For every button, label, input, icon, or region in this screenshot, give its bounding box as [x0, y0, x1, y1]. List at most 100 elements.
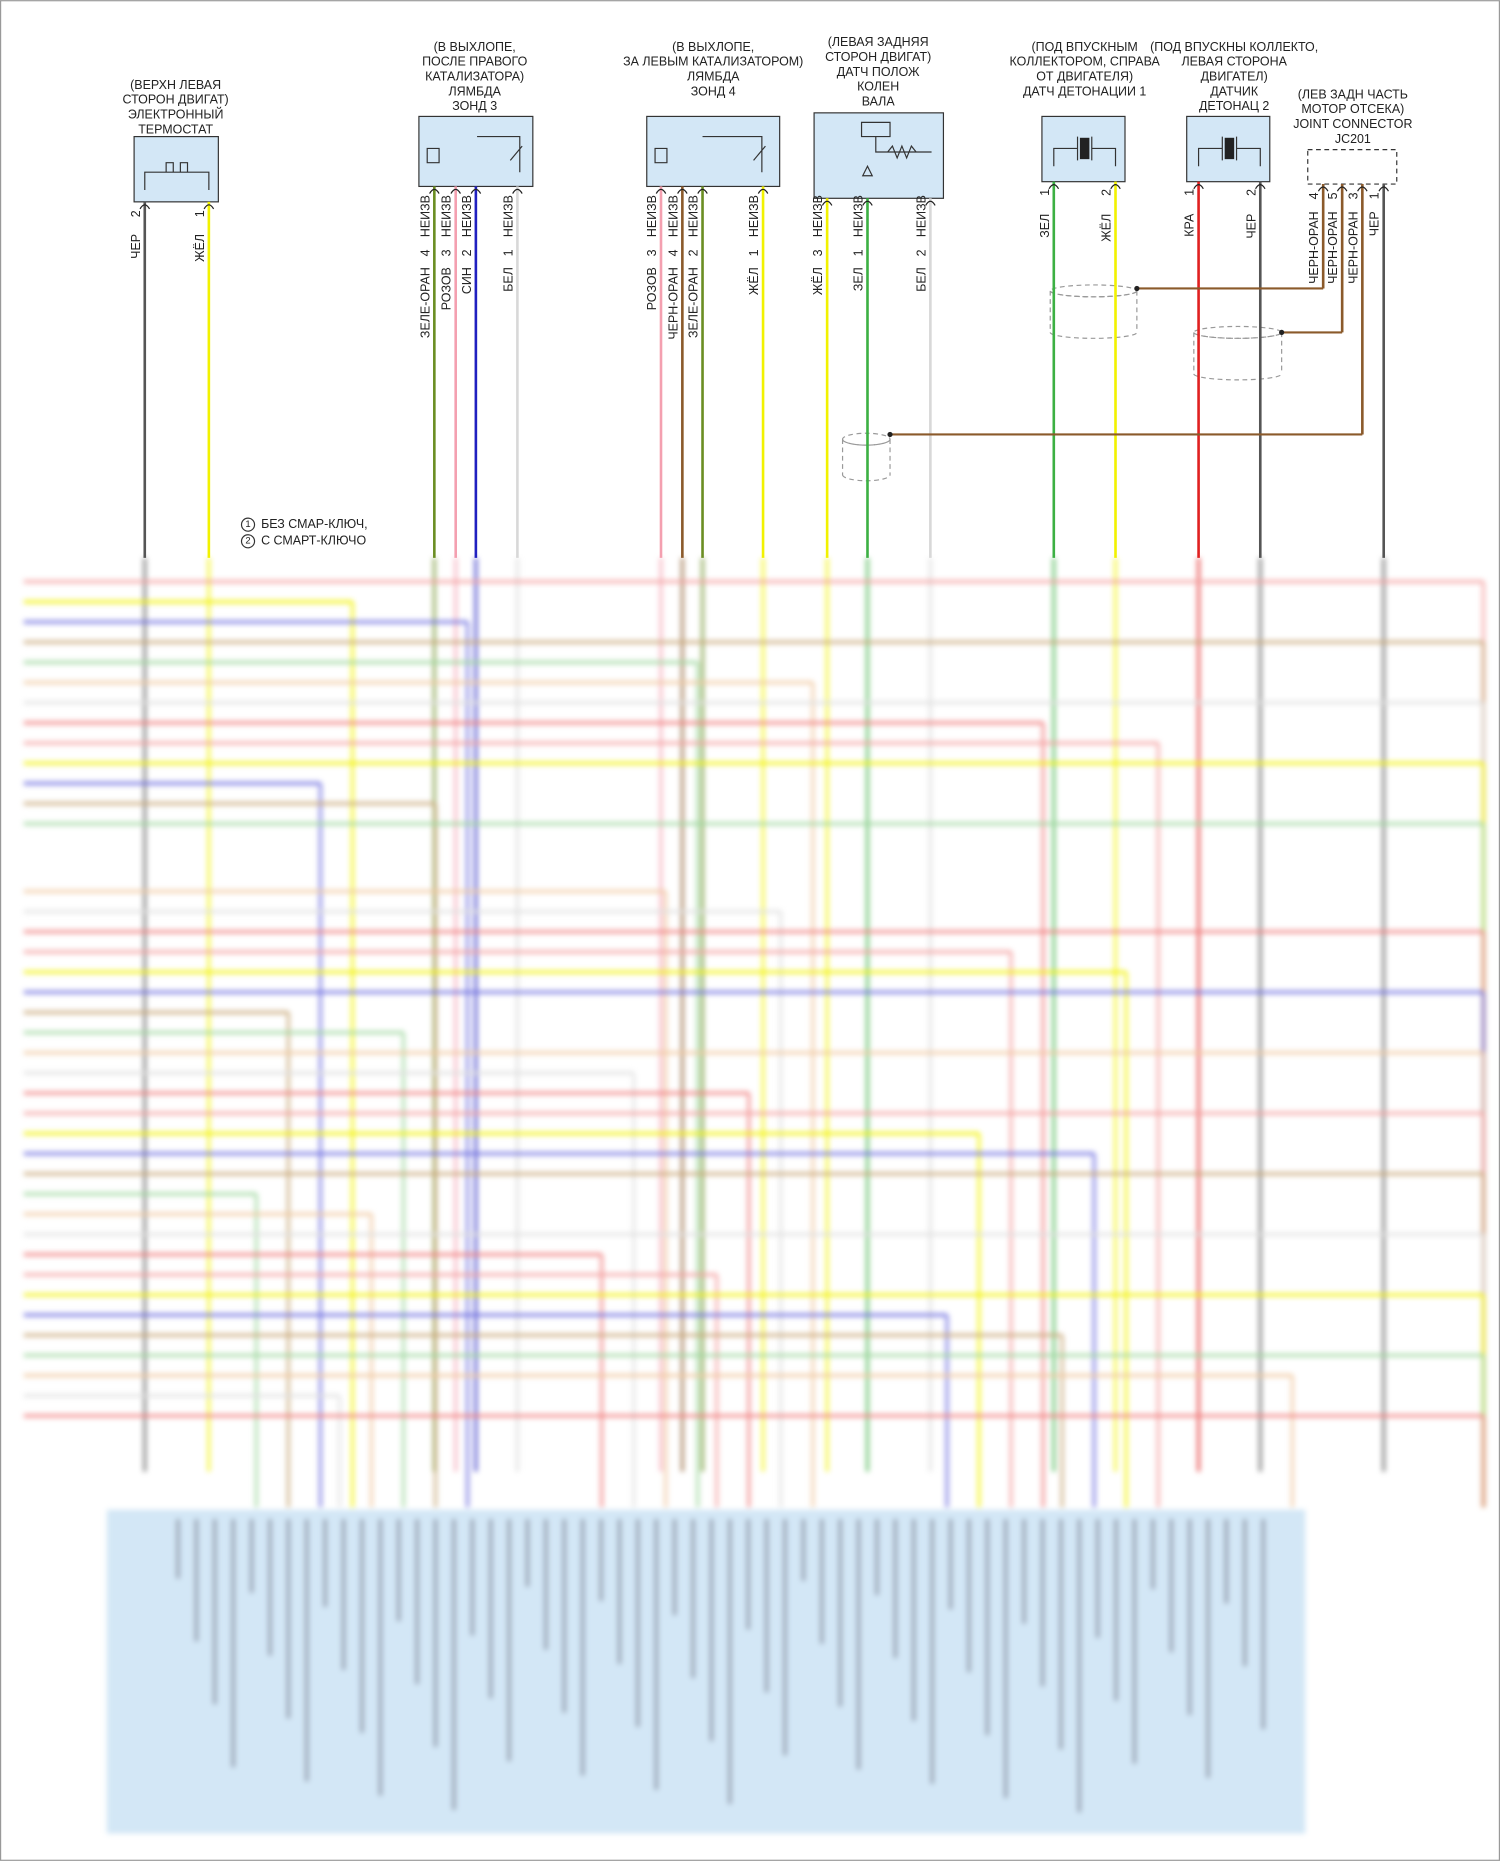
sensor-symbol — [860, 121, 932, 177]
pin-number: 3 — [440, 249, 454, 256]
connector-box — [813, 112, 945, 199]
terminal — [1357, 186, 1368, 192]
splice — [887, 431, 893, 438]
pin-number: 1 — [501, 249, 515, 256]
connector-box — [1307, 149, 1398, 185]
component-label: ДАТЧИК — [1210, 84, 1259, 98]
note-marker-circle — [240, 517, 256, 532]
component-label: ЛЯМБДА — [687, 70, 740, 84]
wire-color-label: РОЗОВ — [440, 267, 454, 310]
wire-color-label: ЗЕЛ — [851, 267, 865, 291]
wire-color-label: ЗЕЛЕ-ОРАН — [418, 267, 432, 338]
ecu-box — [106, 1509, 1306, 1834]
pin-number: 1 — [193, 210, 207, 217]
component-label: ЛЯМБДА — [448, 84, 501, 98]
connector-box — [133, 135, 219, 203]
component-label: ОТ ДВИГАТЕЛЯ) — [1036, 70, 1133, 84]
wire-note: НЕИЗВ — [851, 195, 865, 237]
wire-color-label: ЧЕР — [1368, 211, 1382, 236]
terminal — [925, 200, 936, 206]
component-label: (В ВЫХЛОПЕ, — [434, 40, 516, 54]
wire-color-label: ЧЕРН-ОРАН — [1326, 211, 1340, 284]
component-label: КОЛЕН — [857, 80, 899, 94]
wire-color-label: РОЗОВ — [645, 267, 659, 310]
terminal — [1255, 184, 1266, 190]
wire-color-label: ЖЁЛ — [811, 267, 825, 295]
blurred-lower-area — [23, 557, 1486, 1834]
terminal — [697, 188, 708, 194]
component-label: ЛЕВАЯ СТОРОНА — [1181, 55, 1287, 69]
terminal — [1378, 186, 1389, 192]
splice — [1134, 285, 1140, 292]
wire-color-label: СИН — [460, 267, 474, 294]
wire-note: НЕИЗВ — [501, 195, 515, 237]
wire-color-label: БЕЛ — [501, 267, 515, 292]
pin-number: 1 — [747, 249, 761, 256]
sensor-symbol — [426, 135, 523, 173]
wire-color-label: ЖЁЛ — [1099, 214, 1113, 242]
component-label: ДАТЧ ПОЛОЖ — [837, 65, 920, 79]
terminal — [1048, 184, 1060, 190]
terminal — [862, 200, 873, 206]
component-label: СТОРОН ДВИГАТ) — [123, 93, 229, 107]
pin-number: 2 — [460, 249, 474, 256]
knock-crystal — [1079, 137, 1090, 160]
component-label: ДЕТОНАЦ 2 — [1199, 99, 1269, 113]
wire-note: НЕИЗВ — [687, 195, 701, 237]
sensor-symbol — [654, 135, 766, 173]
wire-note: НЕИЗВ — [460, 195, 474, 237]
wire-color-label: ЧЕРН-ОРАН — [1307, 211, 1321, 284]
wire-color-label: ЗЕЛЕ-ОРАН — [687, 267, 701, 338]
wire-note: НЕИЗВ — [645, 195, 659, 237]
pin-number: 4 — [418, 249, 432, 256]
component-label: ВАЛА — [862, 94, 896, 108]
wire-color-label: ЖЁЛ — [193, 234, 207, 262]
component-label: ДАТЧ ДЕТОНАЦИИ 1 — [1023, 84, 1146, 98]
component-label: ЗОНД 3 — [452, 99, 497, 113]
pin-number: 3 — [811, 249, 825, 256]
component-label: ТЕРМОСТАТ — [138, 122, 213, 136]
wire-color-label: ЗЕЛ — [1038, 214, 1052, 238]
wire-color-label: БЕЛ — [914, 267, 928, 292]
component-label: JC201 — [1335, 132, 1371, 146]
component-label: (ЛЕВАЯ ЗАДНЯЯ — [828, 35, 929, 49]
wire-color-label: ЖЁЛ — [747, 267, 761, 295]
terminal — [429, 188, 440, 194]
terminal — [1317, 186, 1329, 192]
pin-number: 3 — [1346, 192, 1360, 199]
wire-color-label: КРА — [1183, 213, 1197, 237]
pin-number: 5 — [1326, 192, 1340, 199]
component-label: КАТАЛИЗАТОРА) — [425, 70, 524, 84]
knock-symbol — [1053, 136, 1117, 167]
wire-note: НЕИЗВ — [811, 195, 825, 237]
wire-note: НЕИЗВ — [747, 195, 761, 237]
component-label: (В ВЫХЛОПЕ, — [672, 40, 754, 54]
terminal — [677, 188, 688, 194]
wire-note: НЕИЗВ — [914, 195, 928, 237]
wire-note: НЕИЗВ — [440, 195, 454, 237]
component-label: (ВЕРХН ЛЕВАЯ — [130, 78, 221, 92]
knock-crystal — [1224, 137, 1235, 160]
pin-number: 2 — [1099, 189, 1113, 196]
pin-number: 2 — [129, 210, 143, 217]
splice — [1279, 329, 1285, 336]
pin-number: 1 — [1183, 189, 1197, 196]
pin-number: 1 — [851, 249, 865, 256]
terminal — [1193, 184, 1204, 190]
component-label: ЗОНД 4 — [691, 84, 736, 98]
wire-color-label: ЧЕРН-ОРАН — [1346, 211, 1360, 284]
component-label: (ПОД ВПУСКНЫ КОЛЛЕКТО, — [1150, 40, 1318, 54]
heater-symbol — [144, 162, 210, 190]
terminal — [450, 188, 461, 194]
component-label: (ЛЕВ ЗАДН ЧАСТЬ — [1298, 87, 1408, 101]
pin-number: 1 — [1038, 189, 1052, 196]
knock-symbol — [1197, 136, 1261, 167]
pin-number: 3 — [645, 249, 659, 256]
note-marker: 1 — [245, 519, 250, 530]
note-text: БЕЗ СМАР-КЛЮЧ, — [261, 517, 368, 531]
component-label: (ПОД ВПУСКНЫМ — [1032, 40, 1138, 54]
wire-color-label: ЧЕР — [1244, 214, 1258, 239]
connector-box — [646, 115, 781, 188]
